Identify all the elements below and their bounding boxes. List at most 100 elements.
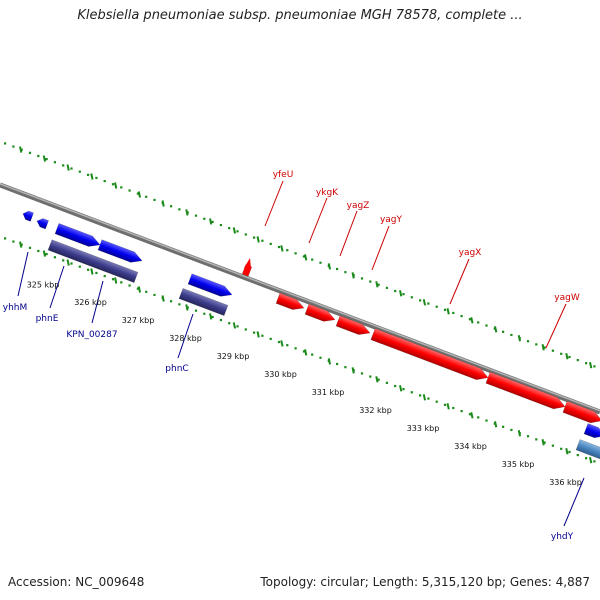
- track-dot: [70, 167, 73, 170]
- track-dot: [12, 145, 15, 148]
- track-dash: [422, 299, 427, 306]
- gene-KPN_00287[interactable]: [54, 223, 102, 250]
- track-dot: [377, 283, 380, 286]
- track-dot: [394, 289, 397, 293]
- track-dash: [280, 245, 284, 252]
- gene-yagW-tail[interactable]: [562, 400, 600, 426]
- gene-label-KPN_00287[interactable]: KPN_00287: [66, 330, 117, 340]
- track-dash: [351, 272, 355, 279]
- track-dot: [585, 457, 588, 460]
- track-dot: [153, 293, 156, 297]
- track-dot: [402, 293, 405, 296]
- track-dash: [90, 268, 94, 275]
- track-dot: [485, 324, 488, 327]
- track-dot: [111, 278, 115, 281]
- gene-phnE[interactable]: [35, 217, 49, 230]
- track-dash: [280, 340, 284, 347]
- gene-label-yagZ[interactable]: yagZ: [347, 201, 370, 211]
- gene-features[interactable]: [21, 209, 600, 461]
- gene-ykgK[interactable]: [275, 292, 306, 313]
- track-dot: [228, 322, 231, 325]
- cds-bar-yhdY[interactable]: [575, 439, 600, 461]
- track-dash: [19, 146, 23, 153]
- tick-label: 333 kbp: [407, 424, 440, 433]
- gene-label-ykgK[interactable]: ykgK: [316, 188, 339, 198]
- gene-label-yagW[interactable]: yagW: [554, 293, 580, 303]
- track-dot: [277, 340, 281, 344]
- track-dot: [153, 198, 156, 202]
- track-dot: [369, 280, 372, 283]
- tick-label: 335 kbp: [502, 460, 535, 469]
- gene-phnC-upper[interactable]: [97, 239, 144, 266]
- gene-yagY[interactable]: [335, 315, 372, 338]
- track-dot: [302, 255, 305, 258]
- gene-yhdY-upper[interactable]: [583, 423, 600, 441]
- track-dash: [541, 439, 545, 446]
- track-dot: [294, 347, 297, 350]
- gene-unnamed[interactable]: [187, 273, 234, 300]
- track-dot: [369, 375, 372, 378]
- cds-bar[interactable]: [178, 287, 229, 317]
- track-dash: [209, 218, 213, 225]
- track-dot: [435, 305, 438, 308]
- gene-yagW[interactable]: [485, 371, 567, 412]
- track-dash: [422, 394, 427, 401]
- gene-label-phnE[interactable]: phnE: [36, 314, 59, 324]
- gene-label-phnC[interactable]: phnC: [165, 364, 188, 374]
- track-dot: [535, 438, 538, 441]
- track-dot: [111, 183, 115, 186]
- track-dot: [377, 378, 380, 381]
- track-dot: [402, 388, 405, 391]
- track-dot: [37, 154, 40, 158]
- track-dot: [551, 349, 554, 352]
- gene-label-yhhM[interactable]: yhhM: [3, 303, 28, 313]
- track-dot: [286, 344, 289, 347]
- track-dot: [244, 233, 247, 236]
- track-dash: [589, 457, 593, 464]
- track-dot: [12, 240, 15, 243]
- track-dot: [236, 325, 239, 328]
- track-dash: [209, 313, 213, 320]
- gene-yagZ[interactable]: [304, 303, 337, 325]
- track-dot: [78, 265, 81, 268]
- track-dot: [95, 176, 98, 180]
- track-dot: [45, 253, 48, 256]
- track-dot: [535, 343, 538, 346]
- gene-label-yagY[interactable]: yagY: [380, 215, 403, 225]
- track-dot: [360, 372, 364, 375]
- track-dash: [375, 281, 379, 288]
- track-dot: [452, 406, 455, 410]
- track-dot: [269, 242, 272, 245]
- track-dot: [178, 208, 181, 211]
- track-dash: [66, 164, 70, 171]
- gene-label-yagX[interactable]: yagX: [459, 248, 482, 258]
- gene-marker-yfeU[interactable]: [244, 258, 251, 269]
- track-dash: [351, 367, 355, 374]
- track-dot: [211, 315, 214, 319]
- track-dot: [62, 164, 65, 167]
- track-dash: [114, 182, 118, 189]
- track-dot: [319, 261, 322, 264]
- gene-label-yhdY[interactable]: yhdY: [551, 532, 574, 542]
- track-dot: [344, 366, 347, 369]
- track-dot: [211, 220, 214, 224]
- gene-yagX[interactable]: [370, 328, 490, 384]
- track-dash: [185, 209, 189, 216]
- genome-backbone: [0, 182, 600, 415]
- cds-bar[interactable]: [47, 239, 139, 283]
- track-dot: [336, 362, 339, 366]
- gene-yhhM[interactable]: [21, 209, 34, 222]
- track-dot: [194, 214, 198, 217]
- track-dash: [470, 412, 474, 419]
- track-dash: [19, 241, 23, 248]
- tick-label: 325 kbp: [27, 280, 60, 289]
- track-dash: [137, 191, 142, 198]
- track-dot: [70, 262, 73, 265]
- track-dot: [136, 287, 139, 290]
- track-dot: [236, 230, 239, 233]
- gene-label-yfeU[interactable]: yfeU: [273, 170, 294, 180]
- track-dot: [410, 296, 413, 299]
- track-dot: [551, 444, 554, 447]
- track-dot: [576, 358, 579, 362]
